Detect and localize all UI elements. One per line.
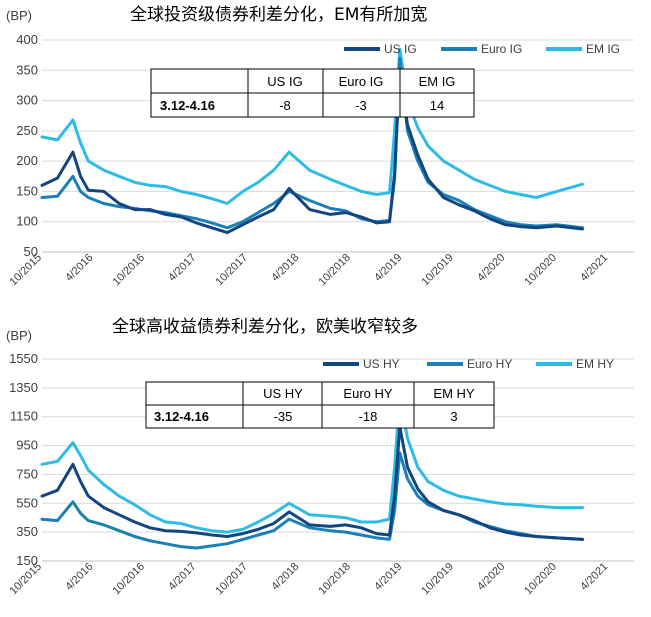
ig-y-tick-labels: 400 350 300 250 200 150 100 50 <box>16 32 38 259</box>
ig-x-tick-label: 10/2017 <box>213 252 250 289</box>
hy-table-row-label: 3.12-4.16 <box>154 409 209 424</box>
ig-y-tick-label: 250 <box>16 123 38 138</box>
ig-y-tick-label: 300 <box>16 93 38 108</box>
hy-x-tick-label: 4/2018 <box>269 561 301 593</box>
hy-table-header-us: US HY <box>263 386 303 401</box>
hy-series-us-line <box>40 425 584 541</box>
hy-x-tick-label: 10/2020 <box>522 561 559 598</box>
hy-x-tick-label: 10/2016 <box>110 561 147 598</box>
ig-chart-title: 全球投资级债券利差分化，EM有所加宽 <box>130 5 427 25</box>
hy-table-header-euro: Euro HY <box>343 386 392 401</box>
hy-series-lines <box>40 393 584 550</box>
ig-change-table: US IG Euro IG EM IG 3.12-4.16 -8 -3 14 <box>150 68 475 118</box>
hy-y-tick-label: 550 <box>16 495 38 510</box>
hy-x-tick-label: 10/2019 <box>419 561 456 598</box>
legend-label-em-hy: EM HY <box>576 357 614 371</box>
hy-y-tick-label: 750 <box>16 466 38 481</box>
ig-series-us-line <box>40 68 584 235</box>
hy-x-tick-labels: 10/2015 4/2016 10/2016 4/2017 10/2017 4/2018 1… <box>8 561 611 598</box>
legend-label-us-hy: US HY <box>363 357 400 371</box>
ig-chart: 全球投资级债券利差分化，EM有所加宽 (BP) 400 350 300 250 200 1… <box>6 5 634 288</box>
ig-x-tick-label: 10/2019 <box>419 252 456 289</box>
ig-table-value-euro: -3 <box>355 98 367 113</box>
hy-change-table: US HY Euro HY EM HY 3.12-4.16 -35 -18 3 <box>145 381 495 429</box>
ig-x-tick-label: 4/2019 <box>372 252 404 284</box>
hy-y-tick-label: 1550 <box>9 351 38 366</box>
ig-table-header-euro: Euro IG <box>339 74 384 89</box>
legend-label-euro-hy: Euro HY <box>467 357 512 371</box>
ig-series-em-line <box>40 47 584 205</box>
ig-x-tick-label: 10/2018 <box>316 252 353 289</box>
hy-series-em-line <box>40 393 584 534</box>
ig-y-tick-label: 400 <box>16 32 38 47</box>
hy-table-value-us: -35 <box>274 409 293 424</box>
ig-table-value-em: 14 <box>430 98 444 113</box>
hy-x-tick-label: 10/2018 <box>316 561 353 598</box>
hy-series-euro-line <box>40 451 584 550</box>
ig-x-tick-label: 4/2020 <box>475 252 507 284</box>
ig-series-lines <box>40 47 584 235</box>
ig-y-tick-label: 200 <box>16 153 38 168</box>
hy-y-tick-labels: 1550 1350 1150 950 750 550 350 150 <box>9 351 38 568</box>
legend-label-em-ig: EM IG <box>586 42 620 56</box>
hy-legend: US HY Euro HY EM HY <box>323 357 614 371</box>
ig-x-tick-label: 4/2021 <box>578 252 610 284</box>
hy-unit-label: (BP) <box>6 328 32 343</box>
ig-table-row-label: 3.12-4.16 <box>160 98 215 113</box>
legend-label-us-ig: US IG <box>384 42 417 56</box>
ig-gridlines <box>42 39 634 253</box>
ig-legend: US IG Euro IG EM IG <box>344 42 620 56</box>
ig-table-value-us: -8 <box>279 98 291 113</box>
ig-unit-label: (BP) <box>6 8 32 23</box>
ig-series-euro-line <box>40 56 584 230</box>
hy-table-value-euro: -18 <box>359 409 378 424</box>
ig-x-tick-labels: 10/2015 4/2016 10/2016 4/2017 10/2017 4/2018 1… <box>8 252 611 289</box>
hy-x-tick-label: 4/2017 <box>166 561 198 593</box>
ig-y-tick-label: 50 <box>24 244 38 259</box>
hy-y-tick-label: 350 <box>16 524 38 539</box>
ig-x-tick-label: 4/2016 <box>63 252 95 284</box>
ig-x-tick-label: 10/2016 <box>110 252 147 289</box>
hy-chart-title: 全球高收益债券利差分化，欧美收窄较多 <box>112 317 418 337</box>
ig-y-tick-label: 350 <box>16 62 38 77</box>
hy-x-tick-label: 4/2021 <box>578 561 610 593</box>
hy-table-value-em: 3 <box>450 409 457 424</box>
ig-x-tick-label: 10/2020 <box>522 252 559 289</box>
hy-y-tick-label: 150 <box>16 553 38 568</box>
ig-x-tick-label: 4/2018 <box>269 252 301 284</box>
hy-y-tick-label: 1350 <box>9 380 38 395</box>
hy-y-tick-label: 1150 <box>10 409 38 424</box>
hy-x-tick-label: 4/2019 <box>372 561 404 593</box>
hy-x-tick-label: 4/2016 <box>63 561 95 593</box>
hy-table-header-em: EM HY <box>433 386 475 401</box>
ig-table-header-em: EM IG <box>419 74 456 89</box>
ig-x-tick-label: 4/2017 <box>166 252 198 284</box>
hy-x-tick-label: 10/2017 <box>213 561 250 598</box>
ig-table-header-us: US IG <box>267 74 302 89</box>
ig-y-tick-label: 100 <box>16 214 38 229</box>
ig-y-tick-label: 150 <box>16 183 38 198</box>
hy-chart: 全球高收益债券利差分化，欧美收窄较多 (BP) 1550 1350 1150 950 7… <box>6 317 634 597</box>
hy-x-tick-label: 4/2020 <box>475 561 507 593</box>
legend-label-euro-ig: Euro IG <box>481 42 522 56</box>
hy-y-tick-label: 950 <box>16 438 38 453</box>
